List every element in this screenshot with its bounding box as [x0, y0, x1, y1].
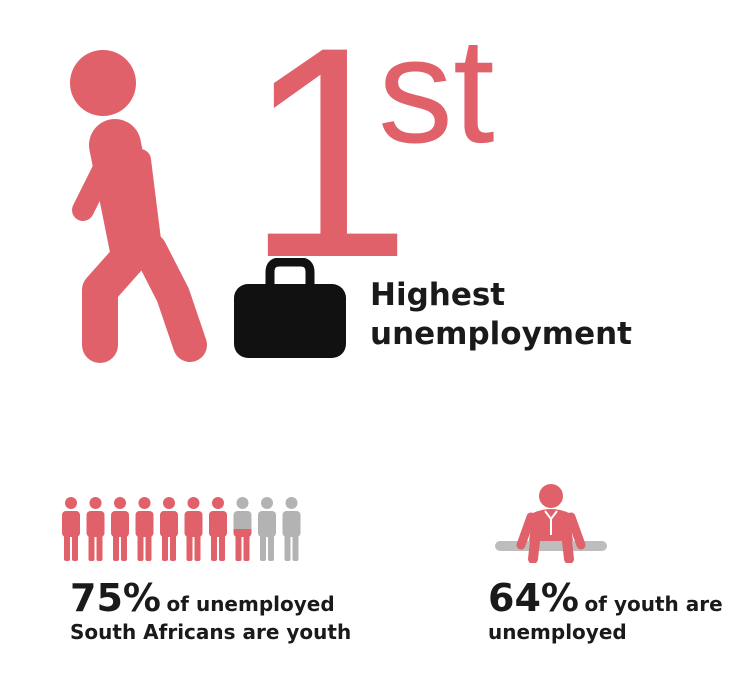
headline-line-1: Highest: [370, 277, 506, 313]
people-row: [62, 497, 301, 561]
person-icon: [111, 497, 129, 561]
person-icon: [62, 497, 80, 561]
stat-youth-unemployed-text-1: of youth are: [584, 592, 723, 616]
stat-youth-unemployed: 64% of youth are unemployed: [488, 578, 723, 646]
person-icon: [184, 497, 203, 561]
person-icon: [86, 497, 105, 561]
person-icon: [135, 497, 154, 561]
rank-number: 1: [245, 0, 412, 320]
stat-youth-share-value: 75%: [70, 576, 161, 620]
sitting-person-icon: [495, 484, 607, 563]
stat-youth-share-text-2: South Africans are youth: [70, 620, 352, 644]
person-icon: [209, 497, 227, 561]
person-icon: [160, 497, 178, 561]
rank-suffix: st: [378, 6, 495, 174]
headline: Highest unemployment: [370, 276, 632, 354]
stat-youth-share-text-1: of unemployed: [166, 592, 335, 616]
briefcase-icon: [234, 258, 346, 358]
stat-youth-unemployed-text-2: unemployed: [488, 620, 627, 644]
person-icon: [233, 497, 252, 561]
stat-youth-share: 75% of unemployed South Africans are you…: [70, 578, 351, 646]
stat-youth-unemployed-value: 64%: [488, 576, 579, 620]
walking-person-icon: [70, 50, 207, 363]
person-icon: [282, 497, 301, 561]
headline-line-2: unemployment: [370, 316, 633, 352]
person-icon: [258, 497, 276, 561]
